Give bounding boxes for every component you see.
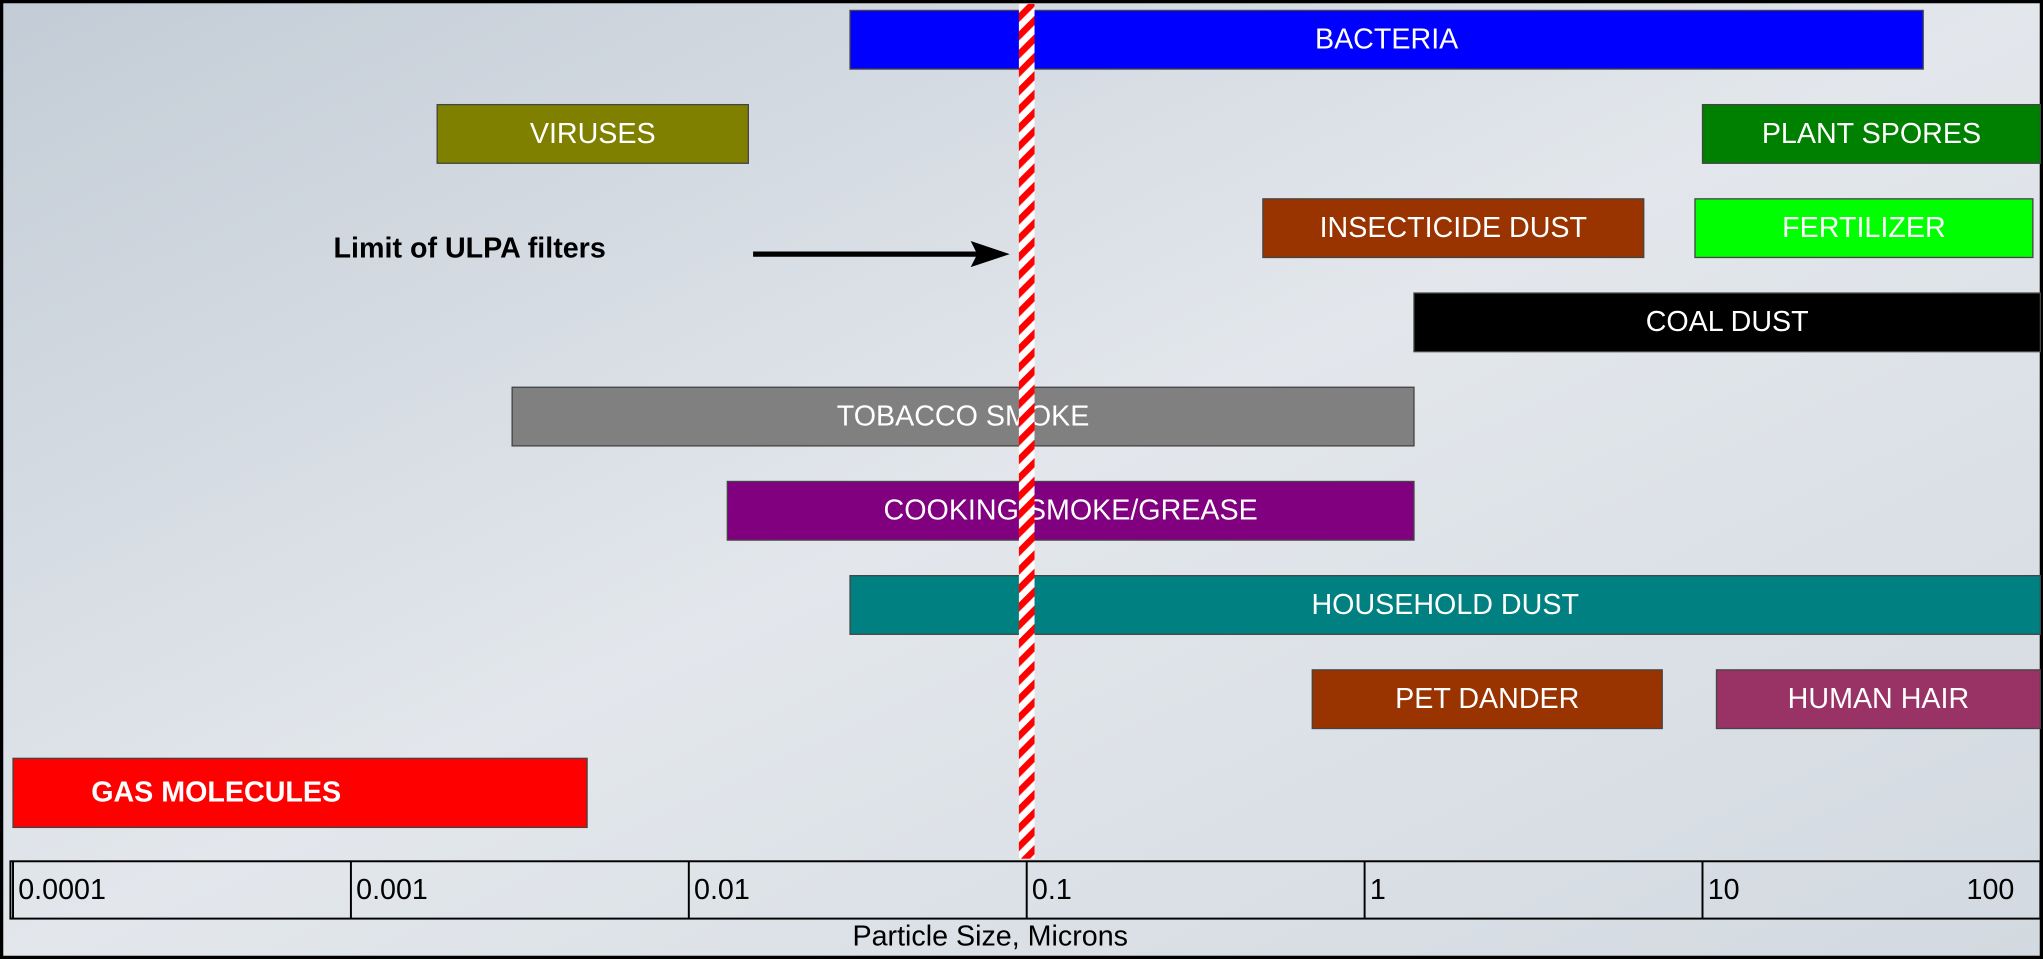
bar-label: TOBACCO SMOKE: [837, 400, 1090, 432]
x-tick-label: 0.001: [356, 874, 428, 906]
bar-label: PLANT SPORES: [1762, 118, 1981, 150]
annotation: Limit of ULPA filters: [334, 233, 606, 265]
bar-label: BACTERIA: [1315, 24, 1459, 56]
reference-line: [1018, 3, 1035, 859]
range-bar: [1701, 103, 2042, 164]
range-bar: [726, 480, 1415, 541]
x-tick-label: 0.1: [1032, 874, 1072, 906]
range-bar: [1413, 292, 2042, 353]
range-bar: [1262, 198, 1645, 259]
bar-label: PET DANDER: [1395, 683, 1579, 715]
x-tick-label: 100: [1967, 874, 2015, 906]
bar-label: GAS MOLECULES: [91, 777, 341, 809]
range-bar: [12, 757, 588, 829]
x-tick-label: 10: [1708, 874, 1740, 906]
bar-label: VIRUSES: [530, 118, 656, 150]
bar-label: HUMAN HAIR: [1788, 683, 1969, 715]
range-bar: [849, 575, 2042, 635]
range-bar: [436, 103, 749, 164]
x-tick-label: 0.0001: [18, 874, 106, 906]
x-tick-label: 1: [1370, 874, 1386, 906]
arrow-head: [970, 241, 1010, 268]
bar-label: HOUSEHOLD DUST: [1311, 589, 1578, 621]
range-bar: [1694, 198, 2034, 259]
range-bar: [511, 386, 1415, 447]
bar-label: COAL DUST: [1646, 306, 1809, 338]
x-axis-label: Particle Size, Microns: [852, 921, 1127, 953]
range-bar: [1715, 669, 2042, 730]
bar-label: COOKING SMOKE/GREASE: [884, 495, 1258, 527]
range-bar: [1311, 669, 1663, 730]
x-tick-label: 0.01: [694, 874, 750, 906]
bar-label: INSECTICIDE DUST: [1320, 212, 1587, 244]
bar-label: FERTILIZER: [1782, 212, 1945, 244]
